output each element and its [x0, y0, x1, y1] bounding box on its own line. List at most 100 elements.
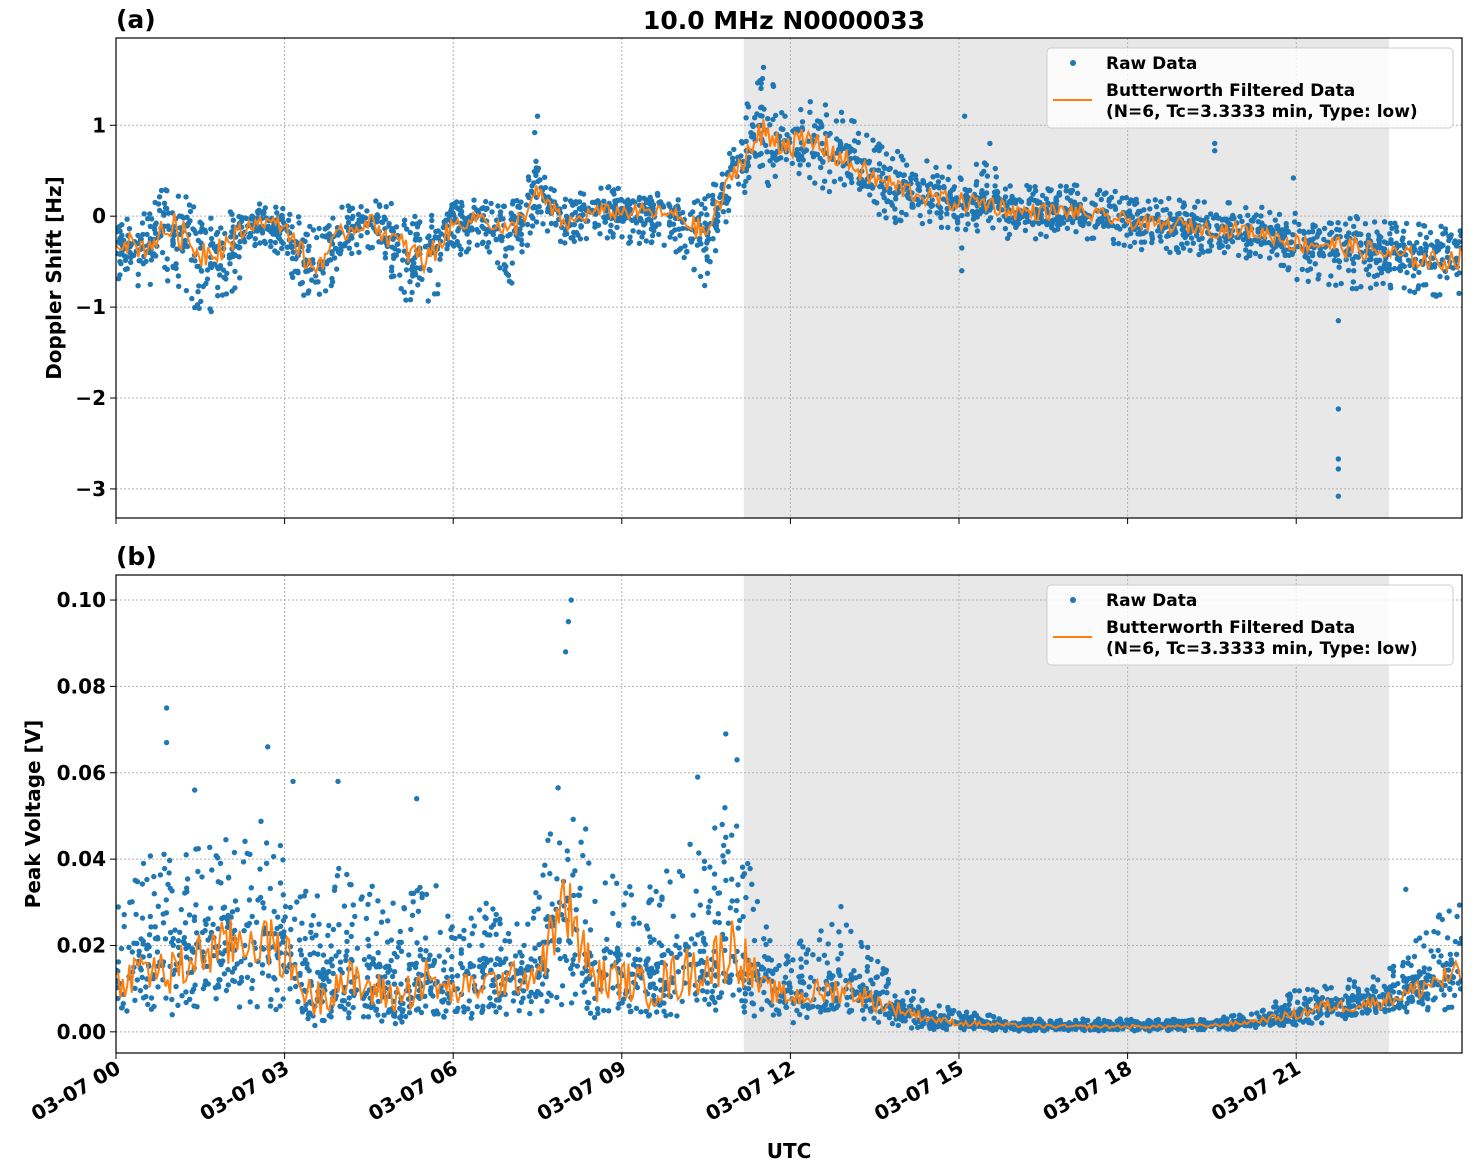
- raw-point: [644, 958, 650, 964]
- raw-point: [1231, 1012, 1237, 1019]
- raw-point: [992, 183, 998, 189]
- raw-point: [1414, 239, 1420, 246]
- raw-point: [643, 238, 649, 244]
- raw-point: [139, 881, 146, 887]
- raw-point: [117, 251, 123, 257]
- raw-point: [1400, 235, 1406, 241]
- raw-point: [527, 1010, 533, 1017]
- raw-point: [852, 975, 859, 981]
- raw-point: [840, 118, 846, 124]
- raw-point: [702, 205, 708, 212]
- raw-point: [1163, 206, 1170, 213]
- raw-point: [614, 945, 621, 951]
- raw-point: [1342, 221, 1349, 227]
- raw-point: [257, 240, 263, 246]
- raw-point: [576, 892, 583, 898]
- raw-point: [358, 216, 364, 223]
- raw-point: [1111, 240, 1117, 247]
- raw-point: [1181, 202, 1188, 209]
- raw-point: [330, 970, 336, 977]
- raw-point: [789, 160, 795, 167]
- raw-point: [494, 260, 501, 266]
- y-tick-label: −3: [75, 477, 106, 501]
- raw-point: [514, 921, 520, 927]
- raw-point: [213, 996, 219, 1002]
- raw-point: [739, 140, 745, 146]
- raw-point: [1335, 318, 1342, 324]
- raw-point: [539, 981, 546, 987]
- raw-point: [277, 842, 284, 849]
- raw-point: [310, 912, 317, 919]
- raw-point: [451, 243, 457, 249]
- raw-point: [1049, 222, 1055, 228]
- raw-point: [533, 890, 539, 896]
- raw-point: [1010, 220, 1017, 226]
- raw-point: [436, 953, 442, 959]
- raw-point: [494, 956, 501, 962]
- raw-point: [1086, 221, 1092, 227]
- raw-point: [208, 226, 214, 232]
- raw-point: [822, 102, 829, 108]
- raw-point: [568, 1000, 575, 1006]
- raw-point: [776, 1011, 782, 1017]
- raw-point: [382, 974, 388, 980]
- raw-point: [1437, 273, 1443, 280]
- raw-point: [365, 901, 371, 908]
- raw-point: [729, 161, 736, 168]
- raw-point: [1450, 974, 1457, 980]
- raw-point: [654, 968, 660, 975]
- raw-point: [1425, 1007, 1431, 1013]
- raw-point: [474, 226, 480, 233]
- raw-point: [165, 223, 171, 229]
- raw-point: [138, 236, 144, 242]
- raw-point: [1199, 235, 1205, 241]
- raw-point: [116, 223, 123, 230]
- raw-point: [305, 1015, 311, 1022]
- raw-point: [627, 884, 633, 890]
- raw-point: [173, 265, 179, 272]
- raw-point: [728, 972, 735, 978]
- raw-point: [1063, 183, 1070, 190]
- raw-point: [474, 207, 480, 213]
- raw-point: [1285, 267, 1291, 273]
- raw-point: [1068, 190, 1074, 196]
- raw-point: [788, 968, 795, 974]
- raw-point: [815, 125, 822, 131]
- raw-point: [155, 984, 161, 990]
- raw-point: [489, 982, 495, 989]
- raw-point: [691, 267, 697, 273]
- raw-point: [959, 268, 965, 274]
- raw-point: [1123, 195, 1130, 201]
- raw-point: [1338, 280, 1344, 287]
- raw-point: [498, 946, 504, 952]
- raw-point: [254, 1004, 260, 1010]
- raw-point: [370, 956, 376, 963]
- raw-point: [1390, 989, 1397, 995]
- raw-point: [320, 952, 327, 958]
- y-tick-label: −2: [75, 386, 106, 410]
- raw-point: [486, 249, 493, 255]
- raw-point: [506, 278, 513, 284]
- raw-point: [190, 204, 197, 210]
- raw-point: [1407, 262, 1413, 269]
- raw-point: [198, 240, 204, 246]
- raw-point: [608, 222, 614, 228]
- raw-point: [166, 870, 172, 876]
- raw-point: [438, 251, 444, 257]
- raw-point: [151, 1003, 157, 1010]
- raw-point: [1153, 204, 1160, 210]
- raw-point: [215, 879, 221, 885]
- raw-point: [704, 980, 711, 986]
- raw-point: [397, 272, 403, 278]
- raw-point: [731, 146, 737, 153]
- raw-point: [225, 982, 231, 988]
- raw-point: [650, 981, 656, 987]
- raw-point: [1451, 992, 1458, 999]
- raw-point: [570, 971, 576, 977]
- raw-point: [1082, 196, 1088, 202]
- raw-point: [402, 1013, 409, 1020]
- raw-point: [755, 961, 761, 967]
- raw-point: [485, 239, 492, 246]
- raw-point: [326, 1012, 332, 1019]
- raw-point: [1269, 248, 1275, 254]
